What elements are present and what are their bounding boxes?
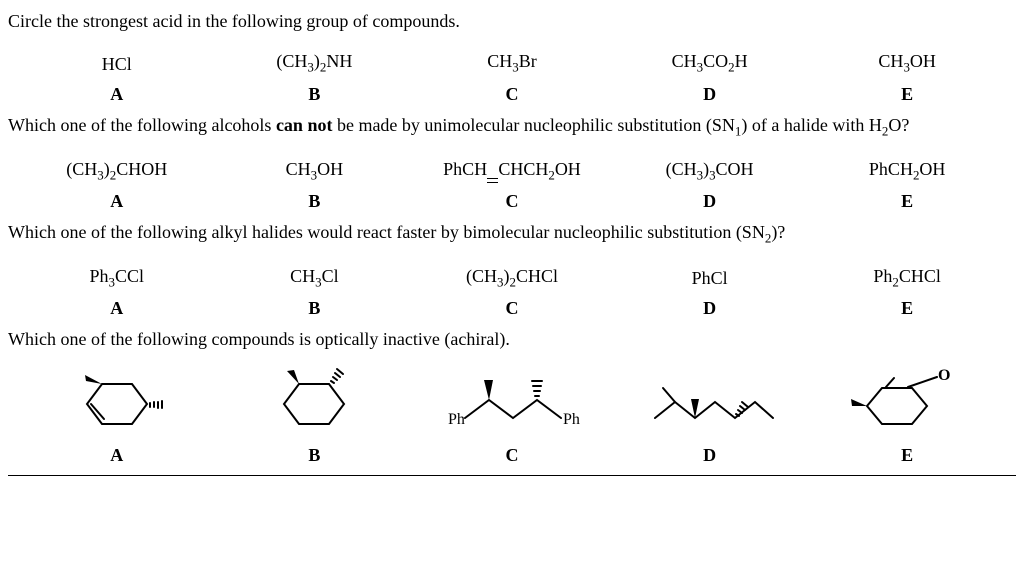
q1-letter-c: C bbox=[413, 83, 611, 106]
q3-option-c: (CH3)2CHCl C bbox=[413, 262, 611, 321]
q2-option-c: PhCHCHCH2OH C bbox=[413, 155, 611, 214]
q2-letter-b: B bbox=[216, 190, 414, 213]
structure-a-icon bbox=[57, 366, 177, 442]
q4-option-b: B bbox=[216, 366, 414, 467]
q1-letter-b: B bbox=[216, 83, 414, 106]
q2-prompt-post: be made by unimolecular nucleophilic sub… bbox=[332, 115, 909, 135]
ph-label-left: Ph bbox=[448, 411, 465, 428]
structure-b-icon bbox=[254, 366, 374, 442]
q1-option-a: HCl A bbox=[18, 50, 216, 106]
q3-formula-e: Ph2CHCl bbox=[808, 262, 1006, 293]
question-4-options: A B bbox=[18, 366, 1006, 467]
q1-formula-b: (CH3)2NH bbox=[216, 47, 414, 78]
q2-option-e: PhCH2OH E bbox=[808, 155, 1006, 214]
bottom-divider bbox=[8, 475, 1016, 476]
question-3-prompt: Which one of the following alkyl halides… bbox=[8, 221, 1016, 247]
question-2: Which one of the following alcohols can … bbox=[8, 114, 1016, 213]
question-2-prompt: Which one of the following alcohols can … bbox=[8, 114, 1016, 140]
q4-option-c: Ph Ph C bbox=[413, 366, 611, 467]
q4-option-e: O E bbox=[808, 366, 1006, 467]
q3-formula-a: Ph3CCl bbox=[18, 262, 216, 293]
q3-option-a: Ph3CCl A bbox=[18, 262, 216, 321]
structure-c-icon: Ph Ph bbox=[427, 366, 597, 442]
q2-letter-c: C bbox=[413, 190, 611, 213]
q1-formula-c: CH3Br bbox=[413, 47, 611, 78]
q1-option-e: CH3OH E bbox=[808, 47, 1006, 106]
q2-option-b: CH3OH B bbox=[216, 155, 414, 214]
question-3-options: Ph3CCl A CH3Cl B (CH3)2CHCl C PhCl D Ph2… bbox=[18, 262, 1006, 321]
q2-prompt-bold: can not bbox=[276, 115, 333, 135]
q1-formula-d: CH3CO2H bbox=[611, 47, 809, 78]
q2-letter-e: E bbox=[808, 190, 1006, 213]
q1-option-c: CH3Br C bbox=[413, 47, 611, 106]
q3-option-e: Ph2CHCl E bbox=[808, 262, 1006, 321]
q2-prompt-pre: Which one of the following alcohols bbox=[8, 115, 276, 135]
q1-formula-e: CH3OH bbox=[808, 47, 1006, 78]
q2-formula-b: CH3OH bbox=[216, 155, 414, 186]
question-4: Which one of the following compounds is … bbox=[8, 328, 1016, 467]
question-4-prompt: Which one of the following compounds is … bbox=[8, 328, 1016, 351]
q1-letter-a: A bbox=[18, 83, 216, 106]
structure-e-icon: O bbox=[837, 366, 977, 442]
q3-option-b: CH3Cl B bbox=[216, 262, 414, 321]
q2-formula-c: PhCHCHCH2OH bbox=[413, 155, 611, 186]
q2-option-d: (CH3)3COH D bbox=[611, 155, 809, 214]
q4-letter-a: A bbox=[18, 444, 216, 467]
q3-option-d: PhCl D bbox=[611, 264, 809, 320]
q4-option-a: A bbox=[18, 366, 216, 467]
q1-letter-d: D bbox=[611, 83, 809, 106]
q3-letter-a: A bbox=[18, 297, 216, 320]
q1-option-b: (CH3)2NH B bbox=[216, 47, 414, 106]
question-1: Circle the strongest acid in the followi… bbox=[8, 10, 1016, 106]
question-2-options: (CH3)2CHOH A CH3OH B PhCHCHCH2OH C (CH3)… bbox=[18, 155, 1006, 214]
q1-letter-e: E bbox=[808, 83, 1006, 106]
ph-label-right: Ph bbox=[563, 411, 580, 428]
q2-formula-e: PhCH2OH bbox=[808, 155, 1006, 186]
q2-formula-a: (CH3)2CHOH bbox=[18, 155, 216, 186]
q4-option-d: D bbox=[611, 366, 809, 467]
question-1-prompt: Circle the strongest acid in the followi… bbox=[8, 10, 1016, 33]
q1-formula-a: HCl bbox=[18, 50, 216, 79]
q3-letter-d: D bbox=[611, 297, 809, 320]
question-1-options: HCl A (CH3)2NH B CH3Br C CH3CO2H D CH3OH… bbox=[18, 47, 1006, 106]
q2-letter-d: D bbox=[611, 190, 809, 213]
q4-letter-b: B bbox=[216, 444, 414, 467]
q4-letter-e: E bbox=[808, 444, 1006, 467]
q3-letter-e: E bbox=[808, 297, 1006, 320]
q4-letter-c: C bbox=[413, 444, 611, 467]
q4-letter-d: D bbox=[611, 444, 809, 467]
q3-letter-c: C bbox=[413, 297, 611, 320]
q2-option-a: (CH3)2CHOH A bbox=[18, 155, 216, 214]
structure-d-icon bbox=[635, 366, 785, 442]
q3-formula-d: PhCl bbox=[611, 264, 809, 293]
q3-formula-c: (CH3)2CHCl bbox=[413, 262, 611, 293]
q2-formula-d: (CH3)3COH bbox=[611, 155, 809, 186]
q2-letter-a: A bbox=[18, 190, 216, 213]
question-3: Which one of the following alkyl halides… bbox=[8, 221, 1016, 320]
q3-letter-b: B bbox=[216, 297, 414, 320]
q1-option-d: CH3CO2H D bbox=[611, 47, 809, 106]
q3-formula-b: CH3Cl bbox=[216, 262, 414, 293]
o-label: O bbox=[938, 367, 950, 384]
